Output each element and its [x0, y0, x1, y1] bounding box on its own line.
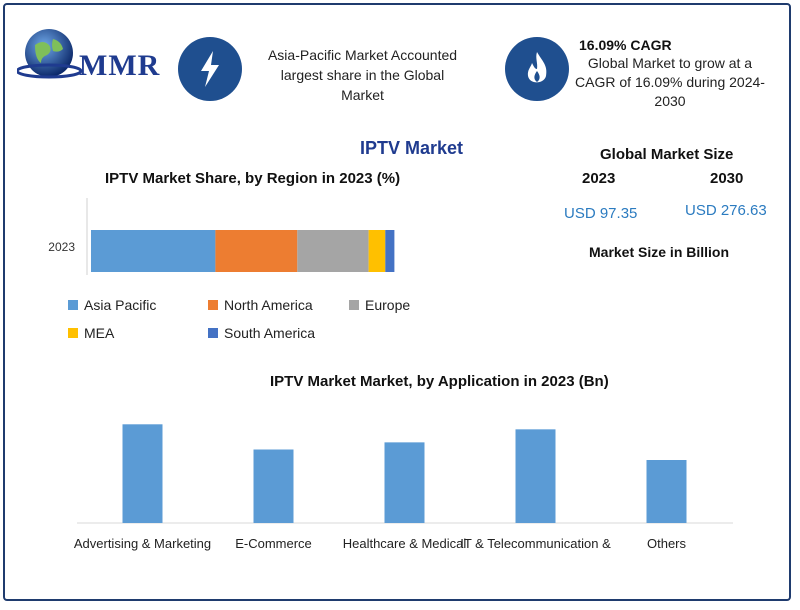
- application-category-label: IT & Telecommunication &: [460, 536, 611, 551]
- region-bar-asia-pacific: [91, 230, 216, 272]
- lightning-icon: [178, 37, 242, 101]
- application-bar-2: [253, 449, 294, 523]
- legend-label: South America: [224, 325, 316, 341]
- legend-label: Europe: [365, 297, 411, 313]
- application-bar-3: [384, 442, 425, 523]
- cagr-heading: 16.09% CAGR: [579, 37, 672, 53]
- region-chart-title: IPTV Market Share, by Region in 2023 (%): [105, 170, 401, 187]
- region-share-chart: 2023: [48, 198, 395, 275]
- legend-swatch: [68, 300, 78, 310]
- legend-europe: Europe: [349, 297, 410, 313]
- application-chart-title: IPTV Market Market, by Application in 20…: [270, 373, 609, 390]
- page-title: IPTV Market: [360, 138, 464, 158]
- highlight-line: largest share in the Global: [280, 67, 445, 83]
- application-category-label: Others: [647, 536, 687, 551]
- region-bar-north-america: [215, 230, 298, 272]
- region-bar-mea: [368, 230, 386, 272]
- highlight-cagr: Global Market to grow at a CAGR of 16.09…: [565, 54, 775, 111]
- legend-swatch: [208, 300, 218, 310]
- application-bar-4: [515, 429, 556, 523]
- legend-swatch: [349, 300, 359, 310]
- logo: MMR: [17, 25, 167, 85]
- application-category-label: E-Commerce: [235, 536, 312, 551]
- region-bar-europe: [297, 230, 369, 272]
- highlight-line: Market: [341, 87, 384, 103]
- market-size-year-start: 2023: [582, 170, 616, 187]
- legend-south-america: South America: [208, 325, 315, 341]
- legend-label: MEA: [84, 325, 115, 341]
- region-bar-south-america: [385, 230, 395, 272]
- legend-swatch: [68, 328, 78, 338]
- legend-label: North America: [224, 297, 313, 313]
- application-bar-5: [646, 460, 687, 523]
- region-category-label: 2023: [48, 240, 75, 254]
- highlight-asia-pacific: Asia-Pacific Market Accounted largest sh…: [250, 45, 475, 105]
- highlight-line: 2030: [654, 93, 686, 109]
- market-size-year-end: 2030: [710, 170, 744, 187]
- market-size-unit-note: Market Size in Billion: [589, 244, 730, 260]
- globe-icon: [17, 29, 83, 79]
- highlight-line: CAGR of 16.09% during 2024-: [575, 74, 765, 90]
- market-size-value-end: USD 276.63: [685, 202, 767, 219]
- legend-mea: MEA: [68, 325, 114, 341]
- market-size-title: Global Market Size: [600, 146, 734, 163]
- legend-label: Asia Pacific: [84, 297, 157, 313]
- highlight-line: Global Market to grow at a: [587, 55, 753, 71]
- application-category-label: Healthcare & Medical: [343, 536, 467, 551]
- flame-icon: [505, 37, 569, 101]
- application-bar-1: [122, 424, 163, 523]
- application-category-label: Advertising & Marketing: [74, 536, 211, 551]
- legend-swatch: [208, 328, 218, 338]
- application-chart: Advertising & Marketing E-Commerce Healthc…: [74, 424, 733, 551]
- highlight-line: Asia-Pacific Market Accounted: [267, 47, 458, 63]
- infographic-frame: MMR Asia-Pacific Market Accounted larges…: [3, 3, 791, 601]
- legend-asia-pacific: Asia Pacific: [68, 297, 156, 313]
- logo-text: MMR: [79, 49, 161, 82]
- legend-north-america: North America: [208, 297, 313, 313]
- market-size-value-start: USD 97.35: [564, 205, 638, 222]
